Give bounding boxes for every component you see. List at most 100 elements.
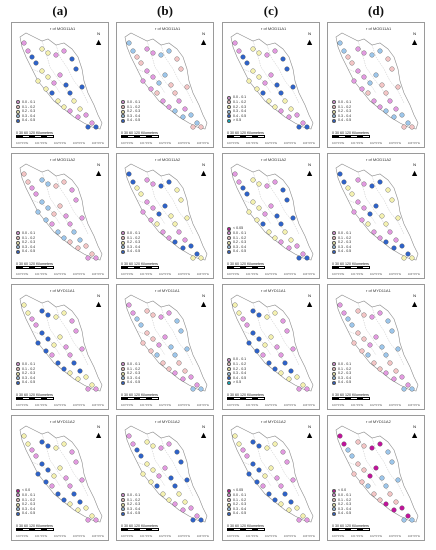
longitude-tick-label: 101°0'0"E bbox=[245, 141, 259, 145]
legend-item: 0.3 - 0.4 bbox=[16, 376, 35, 381]
station-marker bbox=[57, 203, 63, 209]
legend-swatch bbox=[227, 240, 231, 245]
legend-item: 0.1 - 0.2 bbox=[332, 236, 351, 241]
legend-label: 0.2 - 0.3 bbox=[22, 502, 36, 507]
arrow-icon: ▲ bbox=[305, 430, 314, 440]
peninsula-map bbox=[19, 163, 103, 261]
legend-label: 0.1 - 0.2 bbox=[233, 362, 247, 367]
legend-item: 0.3 - 0.4 bbox=[16, 507, 35, 512]
legend-swatch bbox=[121, 240, 125, 245]
station-marker bbox=[89, 513, 95, 519]
state-boundary bbox=[371, 306, 405, 366]
legend-label: 0.2 - 0.3 bbox=[22, 371, 36, 376]
legend-item: 0.4 - 0.5 bbox=[121, 249, 140, 254]
legend-label: 0.1 - 0.2 bbox=[338, 366, 352, 371]
state-boundary bbox=[347, 68, 377, 94]
legend-swatch bbox=[121, 371, 125, 376]
state-boundary bbox=[160, 437, 194, 497]
station-marker bbox=[244, 453, 250, 459]
station-marker bbox=[29, 185, 35, 191]
station-marker bbox=[77, 499, 83, 505]
arrow-icon: ▲ bbox=[94, 299, 103, 309]
station-marker bbox=[300, 120, 306, 126]
station-marker bbox=[156, 80, 162, 86]
legend-label: 0.4 - 0.5 bbox=[127, 118, 141, 123]
legend-label: 0.1 - 0.2 bbox=[233, 497, 247, 502]
state-boundary bbox=[266, 44, 300, 104]
state-boundary bbox=[146, 302, 180, 364]
legend-swatch bbox=[227, 357, 231, 362]
station-marker bbox=[389, 197, 395, 203]
legend-swatch bbox=[332, 380, 336, 385]
station-marker bbox=[140, 471, 146, 477]
legend-swatch bbox=[332, 502, 336, 507]
station-marker bbox=[361, 443, 367, 449]
station-marker bbox=[254, 86, 260, 92]
longitude-tick-label: 102°0'0"E bbox=[369, 272, 383, 276]
scale-bar bbox=[121, 396, 159, 400]
legend-item: 0.3 - 0.4 bbox=[121, 507, 140, 512]
legend-label: 0.3 - 0.4 bbox=[233, 109, 247, 114]
station-marker bbox=[361, 467, 367, 473]
legend-swatch bbox=[332, 488, 336, 493]
arrow-icon: ▲ bbox=[410, 430, 419, 440]
state-boundary bbox=[146, 433, 180, 495]
station-marker bbox=[383, 352, 389, 358]
station-marker bbox=[69, 318, 75, 324]
longitude-tick-label: 104°0'0"E bbox=[302, 272, 315, 276]
station-marker bbox=[180, 507, 186, 513]
station-marker bbox=[39, 330, 45, 336]
legend-label: 0.2 - 0.3 bbox=[233, 502, 247, 507]
longitude-tick-label: 100°0'0"E bbox=[121, 272, 134, 276]
station-marker bbox=[73, 459, 79, 465]
station-marker bbox=[387, 229, 393, 235]
station-marker bbox=[176, 491, 182, 497]
station-marker bbox=[260, 483, 266, 489]
longitude-tick-label: 101°0'0"E bbox=[245, 272, 259, 276]
legend-swatch bbox=[332, 371, 336, 376]
station-marker bbox=[93, 386, 99, 392]
longitude-tick-label: 103°0'0"E bbox=[283, 403, 297, 407]
station-marker bbox=[280, 318, 286, 324]
state-boundary bbox=[266, 306, 300, 366]
north-arrow-icon: N ▲ bbox=[410, 292, 419, 309]
station-marker bbox=[300, 513, 306, 519]
station-marker bbox=[369, 183, 375, 189]
state-boundary bbox=[41, 40, 75, 102]
station-marker bbox=[393, 106, 399, 112]
station-marker bbox=[67, 221, 73, 227]
north-arrow-icon: N ▲ bbox=[305, 161, 314, 178]
station-marker bbox=[345, 185, 351, 191]
station-marker bbox=[35, 471, 41, 477]
state-boundary bbox=[136, 330, 166, 356]
arrow-icon: ▲ bbox=[94, 430, 103, 440]
legend-swatch bbox=[16, 497, 20, 502]
longitude-tick-label: 104°0'0"E bbox=[91, 534, 104, 538]
station-marker bbox=[399, 243, 405, 249]
legend-swatch bbox=[332, 114, 336, 119]
station-marker bbox=[260, 221, 266, 227]
station-marker bbox=[174, 449, 180, 455]
north-arrow-icon: N ▲ bbox=[94, 30, 103, 47]
station-marker bbox=[345, 316, 351, 322]
station-marker bbox=[51, 80, 57, 86]
legend-swatch bbox=[16, 507, 20, 512]
station-marker bbox=[43, 217, 49, 223]
longitude-tick-label: 102°0'0"E bbox=[369, 534, 383, 538]
legend-label: 0.3 - 0.4 bbox=[338, 113, 352, 118]
longitude-tick-label: 102°0'0"E bbox=[53, 272, 67, 276]
station-marker bbox=[138, 453, 144, 459]
station-marker bbox=[236, 310, 242, 316]
legend-label: < 0.0 bbox=[338, 488, 347, 493]
legend-label: 0.4 - 0.5 bbox=[22, 118, 36, 123]
station-marker bbox=[345, 54, 351, 60]
legend-label: 0.4 - 0.5 bbox=[338, 249, 352, 254]
station-marker bbox=[126, 302, 132, 308]
longitude-tick-label: 104°0'0"E bbox=[196, 403, 209, 407]
station-marker bbox=[190, 255, 196, 261]
longitude-tick-label: 103°0'0"E bbox=[283, 141, 297, 145]
station-marker bbox=[284, 66, 290, 72]
legend-item: 0.4 - 0.5 bbox=[227, 511, 246, 516]
legend-swatch bbox=[16, 502, 20, 507]
legend-item: 0.1 - 0.2 bbox=[227, 100, 246, 105]
